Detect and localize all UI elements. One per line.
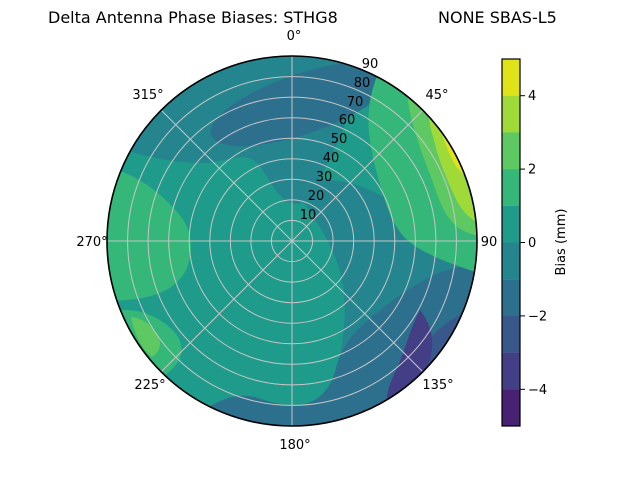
plot-title-right: NONE SBAS-L5 bbox=[438, 8, 557, 27]
contour-region-north-blue-blob bbox=[210, 61, 394, 147]
colorbar-segment bbox=[502, 315, 520, 353]
colorbar-axis-label: Bias (mm) bbox=[554, 209, 569, 276]
grid-spoke-315 bbox=[160, 109, 293, 242]
radial-tick-label-50: 50 bbox=[331, 132, 348, 147]
angular-tick-label-0: 0° bbox=[287, 29, 302, 44]
colorbar-segment bbox=[502, 242, 520, 280]
colorbar-segment bbox=[502, 95, 520, 133]
polar-outline bbox=[106, 55, 478, 427]
radial-tick-labels: 10 20 30 40 50 60 70 80 90 bbox=[300, 57, 379, 223]
grid-spoke-135 bbox=[291, 240, 424, 373]
colorbar-segment bbox=[502, 132, 520, 170]
angular-tick-labels: 0° 45° 90 135° 180° 225° 270° 315° bbox=[76, 29, 497, 453]
angular-tick-label-270: 270° bbox=[76, 235, 107, 250]
radial-tick-label-10: 10 bbox=[300, 208, 317, 223]
colorbar: 4 2 0 −2 −4 Bias (mm) bbox=[501, 58, 569, 427]
radial-tick-label-30: 30 bbox=[316, 170, 333, 185]
angular-tick-label-225: 225° bbox=[134, 378, 165, 393]
grid-spoke-45 bbox=[291, 109, 424, 242]
radial-tick-label-70: 70 bbox=[347, 95, 364, 110]
radial-tick-label-60: 60 bbox=[339, 113, 356, 128]
angular-tick-label-135: 135° bbox=[422, 378, 453, 393]
angular-tick-label-180: 180° bbox=[279, 438, 310, 453]
colorbar-tick-label-m4: −4 bbox=[528, 383, 547, 398]
colorbar-ticks bbox=[520, 95, 525, 390]
radial-tick-label-40: 40 bbox=[323, 151, 340, 166]
radial-tick-label-80: 80 bbox=[354, 76, 371, 91]
colorbar-segment bbox=[502, 389, 520, 426]
angular-tick-label-90: 90 bbox=[481, 235, 498, 250]
grid-spoke-225 bbox=[160, 240, 293, 373]
colorbar-segment bbox=[502, 279, 520, 316]
colorbar-tick-label-4: 4 bbox=[528, 89, 536, 104]
angular-tick-label-315: 315° bbox=[132, 88, 163, 103]
radial-tick-label-20: 20 bbox=[308, 189, 325, 204]
contour-region-southwest-brightgreen bbox=[131, 317, 161, 357]
contour-region-east-yellowgreen-streak bbox=[429, 115, 475, 221]
colorbar-tick-label-0: 0 bbox=[528, 236, 536, 251]
colorbar-tick-label-2: 2 bbox=[528, 163, 536, 178]
plot-title-left: Delta Antenna Phase Biases: STHG8 bbox=[48, 8, 338, 27]
colorbar-segment bbox=[502, 352, 520, 390]
radial-tick-label-90: 90 bbox=[362, 57, 379, 72]
colorbar-tick-label-m2: −2 bbox=[528, 310, 547, 325]
colorbar-segment bbox=[502, 205, 520, 243]
colorbar-segment bbox=[502, 169, 520, 206]
colorbar-segment bbox=[502, 59, 520, 96]
contour-region-west-green bbox=[107, 168, 191, 301]
angular-tick-label-45: 45° bbox=[425, 88, 448, 103]
polar-grid bbox=[107, 56, 477, 426]
colorbar-tick-labels: 4 2 0 −2 −4 bbox=[528, 89, 547, 398]
